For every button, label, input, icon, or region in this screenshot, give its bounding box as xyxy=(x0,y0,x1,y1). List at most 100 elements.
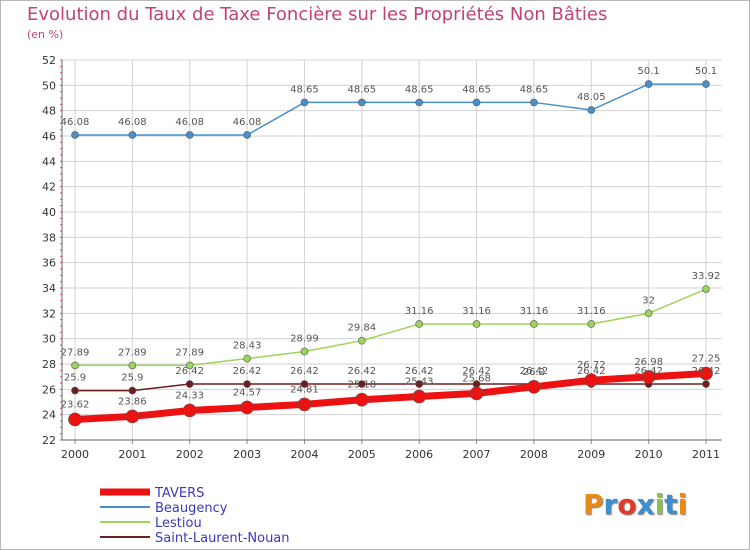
y-tick-label: 40 xyxy=(42,206,56,219)
series-line-lestiou xyxy=(75,288,707,367)
data-point-saint-laurent-nouan xyxy=(702,380,710,388)
logo-letter: r xyxy=(603,488,618,521)
data-label-layer: 46.08 46.08 46.08 46.08 48.65 48.65 48.65 48.65… xyxy=(61,66,721,410)
data-point-saint-laurent-nouan xyxy=(128,386,137,395)
series-line-saint-laurent-nouan xyxy=(75,383,706,392)
data-label-lestiou: 32 xyxy=(642,295,655,306)
data-label-beaugency: 50.1 xyxy=(638,66,660,77)
data-point-beaugency xyxy=(587,106,596,114)
y-tick-label: 32 xyxy=(42,307,56,320)
x-tick-label: 2011 xyxy=(692,448,720,461)
data-label-saint-laurent-nouan: 26.42 xyxy=(520,366,549,377)
y-tick-label: 28 xyxy=(42,358,56,371)
legend-label: Beaugency xyxy=(155,501,228,516)
data-point-lestiou xyxy=(71,361,79,370)
x-tick-label: 2005 xyxy=(348,448,376,461)
y-tick-label: 38 xyxy=(42,231,56,244)
data-label-lestiou: 33.92 xyxy=(692,271,721,282)
chart-title: Evolution du Taux de Taxe Foncière sur l… xyxy=(27,4,608,25)
x-tick-label: 2010 xyxy=(635,448,663,461)
data-point-tavers xyxy=(68,412,82,427)
data-label-saint-laurent-nouan: 25.9 xyxy=(64,373,86,384)
series-layer xyxy=(68,80,713,427)
data-point-beaugency xyxy=(644,80,653,88)
x-tick-label: 2006 xyxy=(405,448,433,461)
data-point-beaugency xyxy=(243,131,251,139)
data-point-tavers xyxy=(240,400,254,415)
data-point-saint-laurent-nouan xyxy=(358,380,366,388)
data-label-beaugency: 48.65 xyxy=(347,84,376,95)
data-label-lestiou: 31.16 xyxy=(405,306,434,317)
unit-label: (en %) xyxy=(27,28,64,41)
data-label-beaugency: 46.08 xyxy=(175,117,204,128)
x-tick-label: 2004 xyxy=(290,448,318,461)
y-tick-label: 22 xyxy=(42,434,56,447)
logo-letter: i xyxy=(677,488,688,521)
data-label-tavers: 23.86 xyxy=(118,396,147,407)
data-point-tavers xyxy=(182,403,197,418)
data-point-tavers xyxy=(699,366,713,381)
y-tick-label: 24 xyxy=(42,409,56,422)
data-point-lestiou xyxy=(530,320,538,328)
data-point-lestiou xyxy=(300,347,309,356)
data-label-lestiou: 29.84 xyxy=(347,323,376,334)
data-label-lestiou: 27.89 xyxy=(175,347,204,358)
series-line-tavers xyxy=(74,370,707,423)
y-tick-label: 36 xyxy=(42,257,56,270)
data-point-lestiou xyxy=(128,361,137,370)
data-point-lestiou xyxy=(358,336,366,345)
data-label-lestiou: 31.16 xyxy=(462,306,491,317)
data-label-beaugency: 46.08 xyxy=(233,117,262,128)
data-point-beaugency xyxy=(300,98,309,107)
data-point-beaugency xyxy=(472,98,481,107)
y-tick-label: 26 xyxy=(42,383,56,396)
data-label-beaugency: 48.05 xyxy=(577,92,606,103)
data-point-lestiou xyxy=(415,320,423,328)
data-point-beaugency xyxy=(71,131,79,139)
data-label-beaugency: 48.65 xyxy=(405,84,434,95)
y-tick-label: 34 xyxy=(42,282,56,295)
data-label-lestiou: 31.16 xyxy=(520,306,549,317)
x-tick-label: 2001 xyxy=(118,448,146,461)
data-label-tavers: 26.98 xyxy=(634,357,663,368)
data-point-beaugency xyxy=(530,98,538,107)
legend-label: Lestiou xyxy=(155,516,202,531)
data-point-saint-laurent-nouan xyxy=(415,380,423,388)
data-label-saint-laurent-nouan: 26.42 xyxy=(405,366,434,377)
data-point-beaugency xyxy=(358,98,366,107)
y-tick-label: 48 xyxy=(42,105,56,118)
proxiti-logo: Proxiti xyxy=(583,488,687,521)
data-point-tavers xyxy=(527,379,541,394)
x-tick-label: 2003 xyxy=(233,448,261,461)
x-tick-label: 2008 xyxy=(520,448,548,461)
data-point-lestiou xyxy=(644,309,653,318)
data-point-tavers xyxy=(297,397,312,412)
grid-layer xyxy=(62,59,722,441)
data-label-saint-laurent-nouan: 26.42 xyxy=(692,366,721,377)
data-point-lestiou xyxy=(472,320,481,328)
data-label-tavers: 26.72 xyxy=(577,360,606,371)
data-point-tavers xyxy=(584,373,599,388)
legend-label: TAVERS xyxy=(154,486,204,501)
data-label-lestiou: 27.89 xyxy=(61,347,90,358)
y-tick-label: 42 xyxy=(42,181,56,194)
data-point-beaugency xyxy=(702,80,710,88)
data-label-saint-laurent-nouan: 26.42 xyxy=(290,366,319,377)
data-point-lestiou xyxy=(243,354,251,363)
data-label-beaugency: 46.08 xyxy=(118,117,147,128)
legend-label: Saint-Laurent-Nouan xyxy=(155,531,290,546)
data-label-saint-laurent-nouan: 26.42 xyxy=(347,366,376,377)
data-label-tavers: 23.62 xyxy=(61,399,90,410)
data-label-beaugency: 50.1 xyxy=(695,66,717,77)
data-point-tavers xyxy=(355,392,369,407)
data-label-tavers: 27.25 xyxy=(692,354,721,365)
data-label-saint-laurent-nouan: 26.42 xyxy=(634,366,663,377)
data-label-saint-laurent-nouan: 26.42 xyxy=(233,366,262,377)
x-tick-label: 2000 xyxy=(61,448,89,461)
y-tick-label: 52 xyxy=(42,54,56,67)
data-label-tavers: 24.81 xyxy=(290,384,319,395)
axis-layer: 22 24 26 28 30 32 34 36 38 40 42 44 46 48 50 52 2000 2001… xyxy=(42,54,722,461)
data-label-tavers: 25.68 xyxy=(462,373,491,384)
data-point-tavers xyxy=(469,386,484,401)
data-point-saint-laurent-nouan xyxy=(300,380,309,388)
